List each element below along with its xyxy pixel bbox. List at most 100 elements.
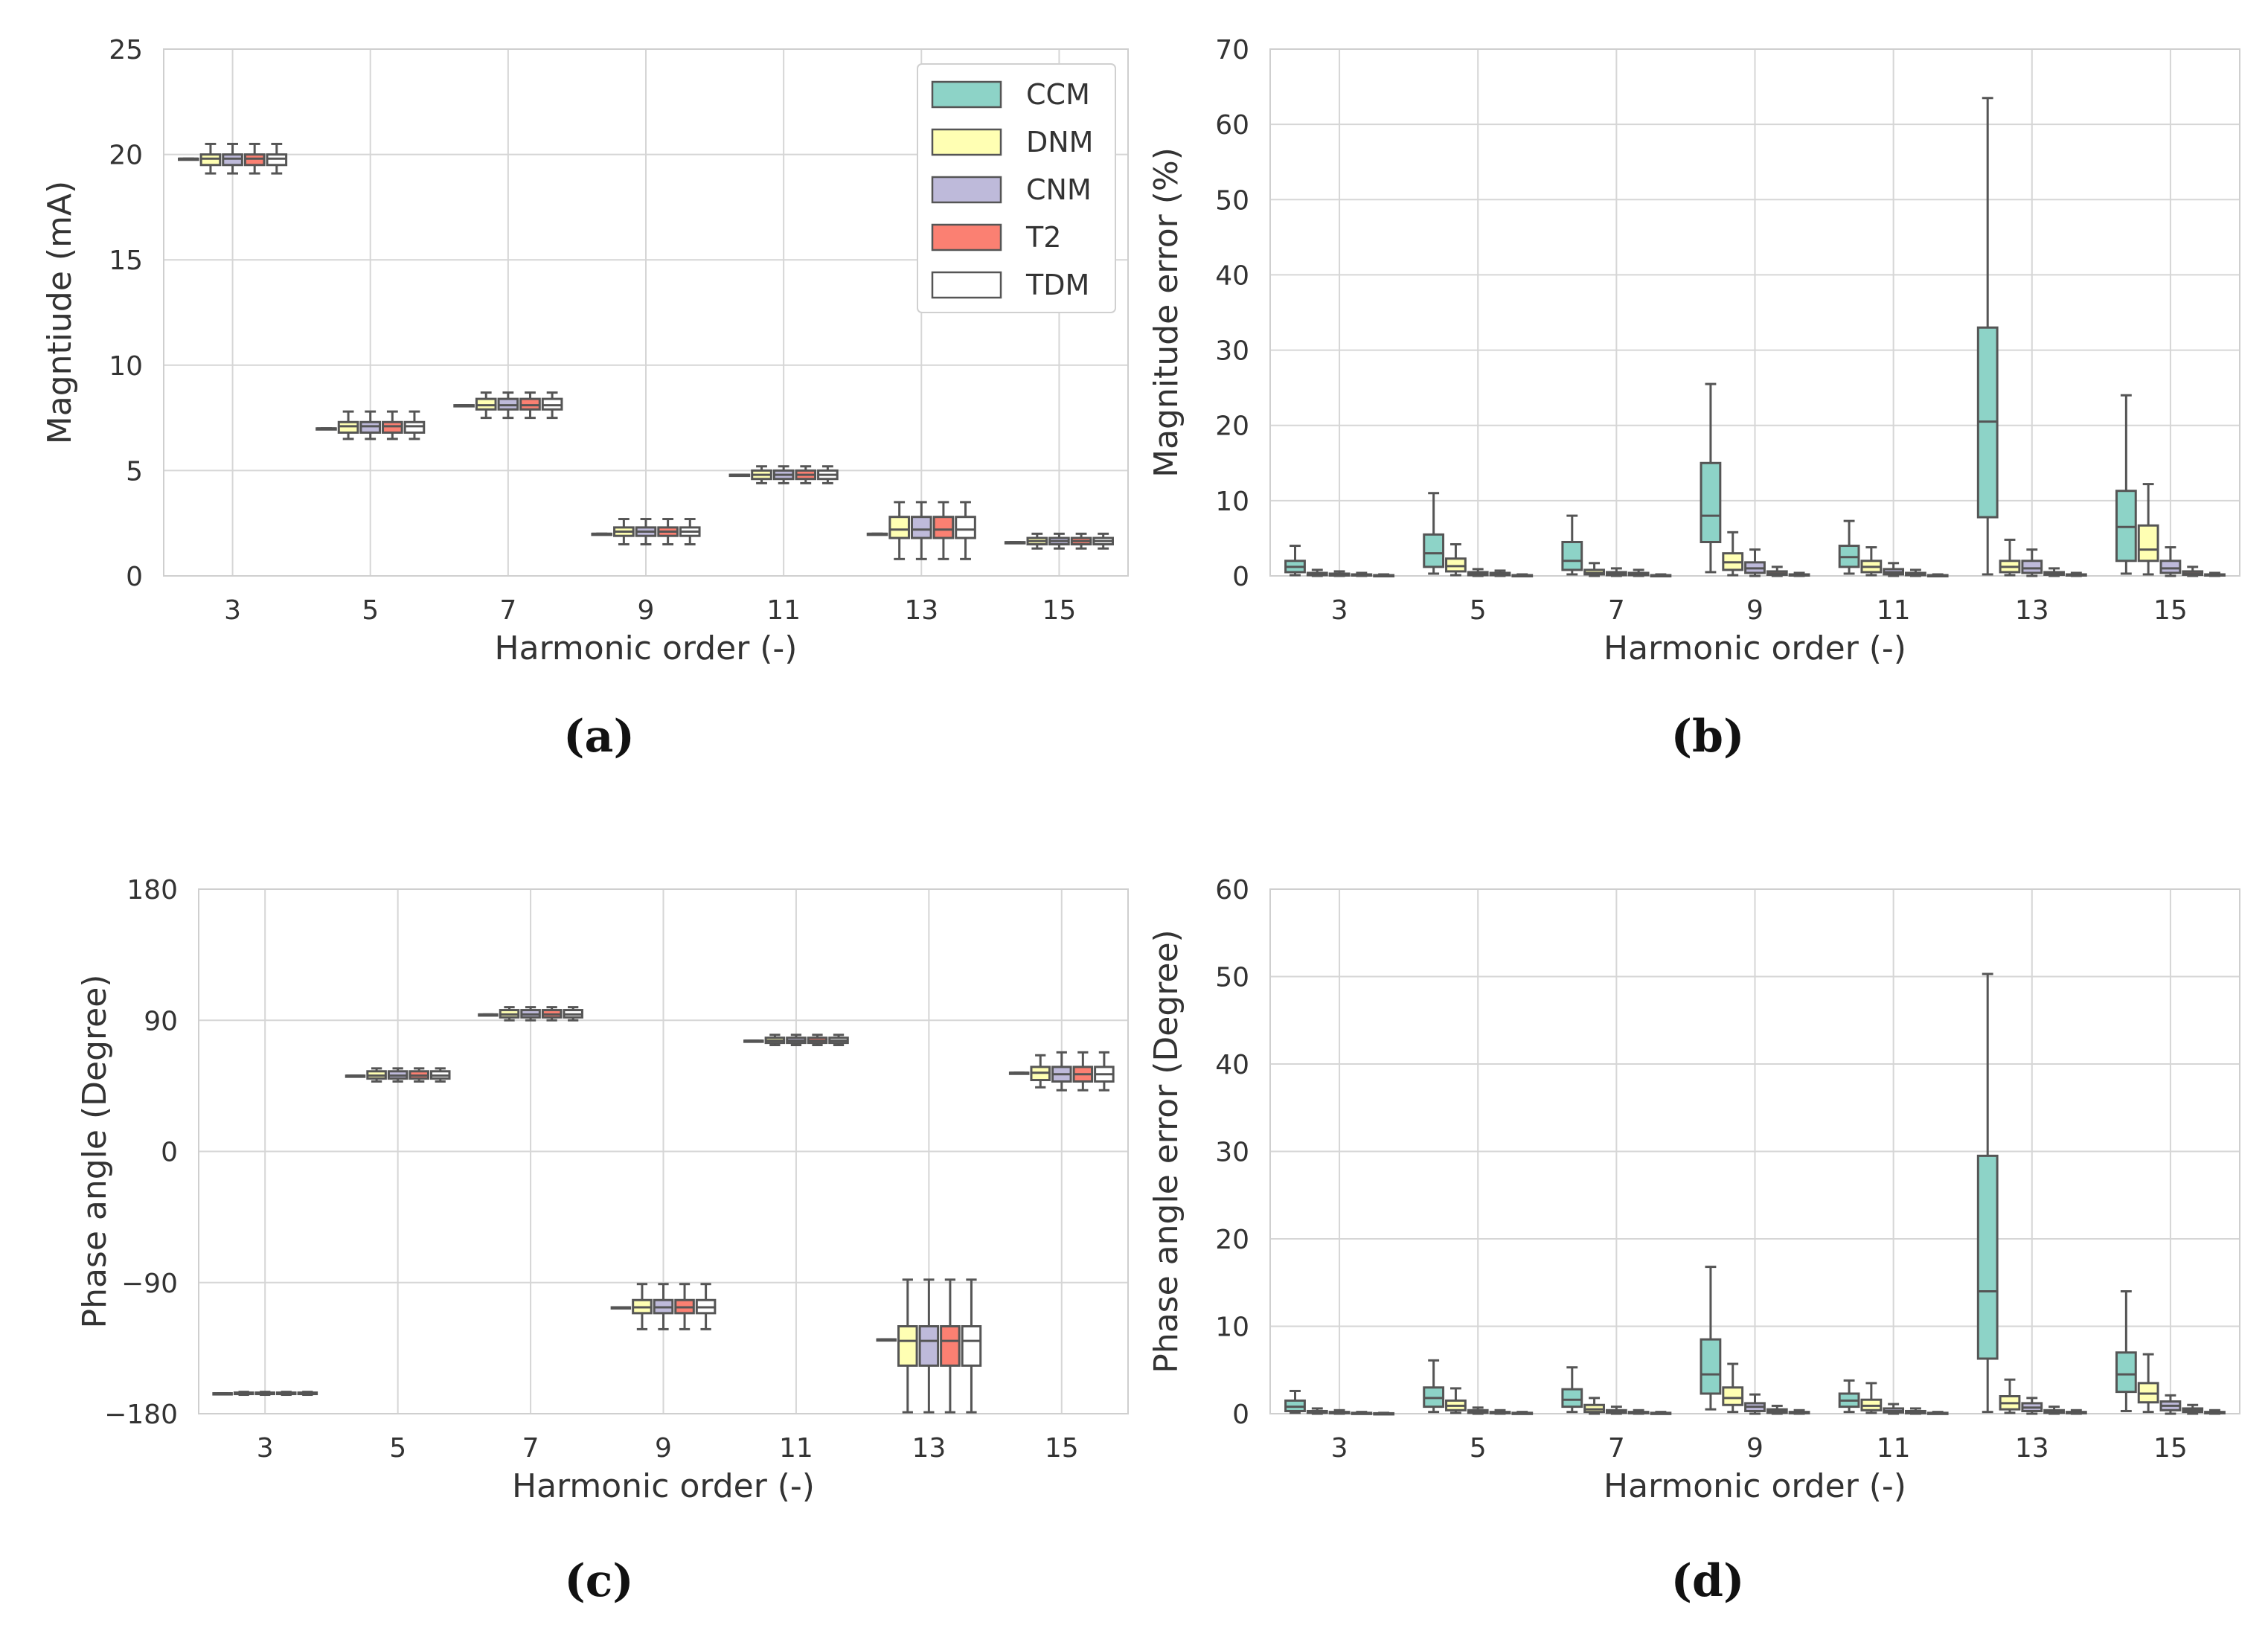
panel-label: (d) (1671, 1555, 1745, 1607)
x-tick-label: 9 (655, 1433, 672, 1464)
y-tick-label: 40 (1215, 260, 1249, 291)
x-tick-label: 7 (1608, 1433, 1625, 1464)
y-tick-label: 0 (161, 1138, 178, 1168)
chart-panel-d: 0 10 20 30 40 50 60 3 5 7 9 11 13 15 Harmonic order (-… (1147, 875, 2240, 1607)
box-TDM-7 (563, 1006, 583, 1022)
box-DNM-3 (199, 142, 222, 175)
box-DNM-13 (897, 1278, 918, 1414)
y-tick-label: 30 (1215, 336, 1249, 367)
box-T2-13 (2043, 1406, 2065, 1415)
box-body (2137, 524, 2159, 563)
box-T2-5 (409, 1067, 429, 1083)
box-CNM-3 (1328, 1409, 1351, 1415)
legend-label-cnm: CNM (1026, 173, 1092, 206)
box-CNM-5 (359, 410, 382, 440)
x-tick-label: 9 (1746, 1433, 1764, 1464)
box-body (888, 516, 910, 539)
x-tick-label: 5 (1470, 1433, 1487, 1464)
box-T2-11 (807, 1033, 828, 1047)
box-T2-11 (795, 465, 817, 484)
box-CNM-5 (387, 1067, 409, 1083)
box-DNM-7 (475, 391, 497, 420)
box-CNM-7 (1605, 1406, 1627, 1415)
y-tick-label: 10 (109, 351, 143, 382)
legend-swatch-tdm (931, 271, 1002, 299)
legend-label-dnm: DNM (1026, 126, 1093, 158)
x-axis-label: Harmonic order (-) (512, 1467, 815, 1505)
box-TDM-13 (2065, 571, 2087, 577)
box-body (1700, 461, 1722, 543)
box-CNM-3 (1328, 570, 1351, 577)
box-TDM-15 (2204, 571, 2226, 577)
box-body (2115, 1351, 2137, 1394)
box-T2-15 (1070, 532, 1092, 550)
box-body (961, 1325, 982, 1367)
legend-swatch-dnm (931, 128, 1002, 156)
box-CCM-5 (1423, 1359, 1445, 1414)
chart-panel-c: −180 −90 0 90 180 3 5 7 9 11 13 15 Harmonic order (-… (76, 875, 1129, 1607)
box-CNM-11 (772, 465, 795, 484)
y-tick-label: 15 (109, 246, 143, 276)
box-T2-3 (243, 142, 266, 175)
x-tick-label: 7 (1608, 595, 1625, 626)
box-TDM-15 (2204, 1409, 2226, 1415)
box-CNM-13 (910, 501, 932, 560)
y-tick-label: 10 (1215, 1313, 1249, 1343)
box-body (2159, 560, 2182, 574)
box-CCM-9 (1700, 1266, 1722, 1411)
box-body (910, 516, 932, 539)
box-CCM-9 (1700, 382, 1722, 574)
box-T2-9 (657, 518, 679, 546)
box-body (1445, 557, 1467, 573)
box-body (2115, 490, 2137, 563)
box-CCM-15 (1008, 1071, 1030, 1075)
legend: CCM DNM CNM T2 TDM (917, 63, 1116, 313)
box-CCM-5 (1423, 492, 1445, 575)
box-body (918, 1325, 940, 1367)
legend-label-tdm: TDM (1025, 269, 1089, 301)
y-tick-label: 90 (144, 1006, 178, 1036)
box-T2-15 (2182, 1403, 2204, 1415)
box-CNM-11 (1883, 1403, 1905, 1415)
box-DNM-9 (632, 1283, 653, 1330)
box-T2-7 (1627, 568, 1650, 577)
box-DNM-9 (1722, 531, 1744, 577)
y-tick-label: 0 (126, 562, 143, 592)
y-tick-label: 50 (1215, 963, 1249, 993)
chart-panel-b: 0 10 20 30 40 50 60 70 3 5 7 9 11 13 15 Harmonic order … (1147, 35, 2240, 763)
x-axis-label: Harmonic order (-) (495, 629, 798, 667)
box-TDM-13 (2065, 1409, 2087, 1415)
legend-swatch-ccm (931, 80, 1002, 109)
y-tick-label: 20 (109, 141, 143, 171)
box-DNM-15 (1026, 532, 1048, 550)
box-TDM-5 (429, 1067, 451, 1083)
box-CCM-15 (2115, 1290, 2137, 1412)
box-CNM-13 (2021, 548, 2043, 577)
box-body (897, 1325, 918, 1367)
box-TDM-11 (1926, 573, 1949, 577)
box-CNM-9 (635, 518, 657, 546)
box-CCM-9 (610, 1306, 632, 1310)
y-axis-label: Phase angle error (Degree) (1147, 929, 1185, 1373)
box-DNM-11 (1860, 1382, 1883, 1414)
box-TDM-3 (266, 142, 288, 175)
box-DNM-13 (1999, 1378, 2021, 1414)
box-T2-15 (1072, 1051, 1094, 1092)
x-tick-label: 7 (499, 595, 516, 626)
box-TDM-15 (1092, 532, 1114, 550)
box-CNM-13 (918, 1278, 940, 1414)
box-DNM-13 (888, 501, 910, 560)
y-tick-label: 5 (126, 456, 143, 487)
box-body (1700, 1338, 1722, 1395)
box-CNM-11 (786, 1033, 807, 1047)
panel-label: (c) (564, 1555, 633, 1607)
box-T2-3 (1351, 571, 1373, 577)
legend-label-ccm: CCM (1026, 78, 1090, 111)
box-TDM-7 (1650, 573, 1672, 577)
box-CCM-7 (453, 404, 475, 408)
x-tick-label: 15 (1042, 595, 1077, 626)
box-T2-3 (275, 1391, 297, 1397)
box-DNM-9 (613, 518, 635, 546)
box-T2-7 (1627, 1409, 1650, 1415)
y-tick-label: 70 (1215, 35, 1249, 65)
